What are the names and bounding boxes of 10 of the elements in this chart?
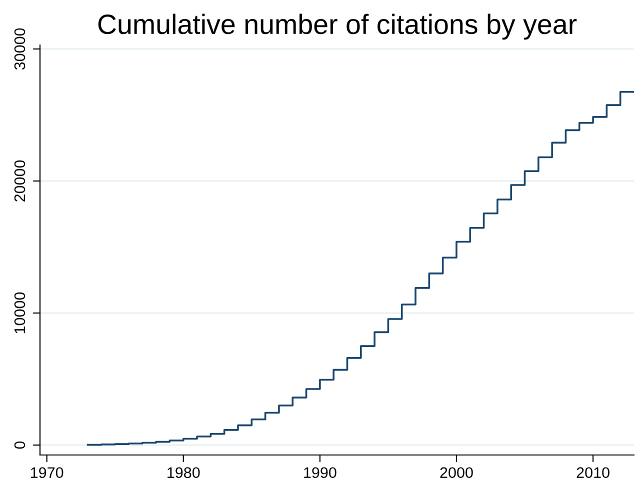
y-tick-label: 30000 bbox=[14, 28, 26, 70]
x-tick-label: 2000 bbox=[440, 467, 473, 478]
chart-title: Cumulative number of citations by year bbox=[98, 14, 577, 40]
x-tick-label: 1990 bbox=[304, 467, 336, 478]
y-tick-label: 0 bbox=[14, 441, 26, 449]
y-tick-label: 10000 bbox=[14, 292, 26, 334]
x-tick-label: 1980 bbox=[168, 467, 200, 478]
x-tick-label: 1970 bbox=[31, 467, 64, 478]
x-tick-label: 2010 bbox=[576, 467, 610, 478]
y-tick-label: 20000 bbox=[14, 160, 26, 202]
